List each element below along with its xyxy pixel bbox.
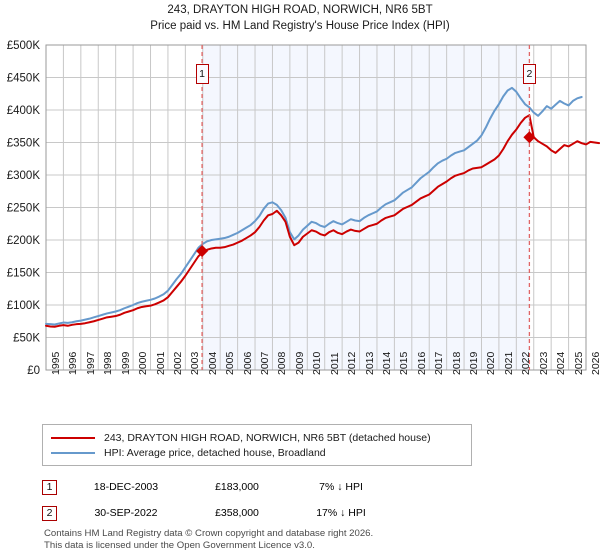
x-axis-tick-label: 2003 (189, 351, 202, 375)
legend-item: HPI: Average price, detached house, Broa… (51, 445, 463, 460)
y-axis-tick-label: £0 (27, 365, 40, 375)
chart-title-secondary: Price paid vs. HM Land Registry's House … (150, 20, 450, 32)
x-axis-tick-label: 2001 (154, 351, 167, 375)
x-axis-tick-label: 2019 (468, 351, 481, 375)
y-axis-tick-label: £450K (7, 73, 41, 85)
x-axis-tick-label: 2012 (346, 351, 359, 375)
legend-color-swatch (51, 451, 95, 454)
footer-line-1: Contains HM Land Registry data © Crown c… (44, 528, 374, 539)
legend-label: 243, DRAYTON HIGH ROAD, NORWICH, NR6 5BT… (104, 431, 431, 444)
page-title: 243, DRAYTON HIGH ROAD, NORWICH, NR6 5BT… (0, 2, 600, 34)
chart-marker-badge-1[interactable]: 1 (195, 64, 209, 84)
x-axis-tick-label: 2022 (520, 351, 533, 375)
y-axis-tick-label: £300K (7, 170, 41, 182)
legend-item: 243, DRAYTON HIGH ROAD, NORWICH, NR6 5BT… (51, 430, 463, 445)
copyright-footer: Contains HM Land Registry data © Crown c… (44, 528, 584, 551)
x-axis-tick-label: 2025 (572, 351, 585, 375)
x-axis-tick-label: 2004 (206, 351, 219, 375)
transaction-row[interactable]: 1 18-DEC-2003 £183,000 7% ↓ HPI (42, 474, 472, 500)
x-axis-tick-label: 2026 (590, 351, 600, 375)
y-axis-tick-label: £250K (7, 203, 41, 215)
plot-frame (45, 44, 587, 371)
x-axis-tick-label: 2002 (171, 351, 184, 375)
transaction-date: 30-SEP-2022 (94, 507, 158, 519)
x-axis-tick-label: 2009 (293, 351, 306, 375)
x-axis-tick-label: 1999 (119, 351, 132, 375)
series-line (45, 114, 600, 328)
chart-title-primary: 243, DRAYTON HIGH ROAD, NORWICH, NR6 5BT (167, 4, 433, 16)
x-axis-tick-label: 2021 (502, 351, 515, 375)
chart-plot-area: £0 £50K £100K £150K £200K £250K £300K £350K £400… (0, 40, 600, 375)
y-axis-tick-label: £50K (13, 333, 40, 345)
x-axis-tick-label: 2007 (259, 351, 272, 375)
transaction-price: £183,000 (215, 481, 259, 493)
transaction-index-badge: 2 (42, 505, 57, 521)
y-axis-tick-label: £150K (7, 268, 41, 280)
transaction-point-marker[interactable] (196, 245, 209, 258)
footer-line-2: This data is licensed under the Open Gov… (44, 539, 315, 551)
transactions-table: 1 18-DEC-2003 £183,000 7% ↓ HPI 2 30-SEP-2022… (42, 474, 472, 526)
x-axis-tick-label: 2020 (485, 351, 498, 375)
x-axis-tick-label: 1998 (102, 351, 115, 375)
x-axis-tick-label: 2016 (415, 351, 428, 375)
legend-label: HPI: Average price, detached house, Broa… (104, 446, 326, 459)
x-axis-tick-label: 2015 (398, 351, 411, 375)
y-axis-tick-label: £500K (7, 40, 41, 52)
x-axis-tick-label: 2017 (433, 351, 446, 375)
y-axis-tick-label: £100K (7, 300, 41, 312)
x-axis-tick-label: 2023 (537, 351, 550, 375)
x-axis-tick-label: 2011 (328, 352, 341, 375)
transaction-point-marker[interactable] (523, 131, 536, 144)
chart-marker-badge-2[interactable]: 2 (522, 64, 536, 84)
y-axis-tick-label: £200K (7, 235, 41, 247)
transaction-index-badge: 1 (42, 479, 57, 495)
chart-legend: 243, DRAYTON HIGH ROAD, NORWICH, NR6 5BT… (42, 424, 472, 466)
transaction-hpi-delta: 7% ↓ HPI (319, 481, 363, 493)
x-axis-tick-label: 2010 (311, 351, 324, 375)
x-axis-tick-label: 1996 (67, 351, 80, 375)
transaction-hpi-delta: 17% ↓ HPI (316, 507, 366, 519)
x-axis-tick-label: 2024 (555, 351, 568, 375)
transaction-row[interactable]: 2 30-SEP-2022 £358,000 17% ↓ HPI (42, 500, 472, 526)
y-axis-tick-label: £400K (7, 105, 41, 117)
x-axis-tick-label: 2008 (276, 351, 289, 375)
series-line (45, 86, 583, 326)
x-axis-tick-label: 2013 (363, 351, 376, 375)
legend-color-swatch (51, 436, 95, 439)
transaction-date: 18-DEC-2003 (93, 481, 159, 493)
y-axis-tick-label: £350K (7, 138, 41, 150)
x-axis-tick-label: 2018 (450, 351, 463, 375)
x-axis-tick-label: 2006 (241, 351, 254, 375)
transaction-price: £358,000 (215, 507, 259, 519)
x-axis-tick-label: 2005 (224, 351, 237, 375)
x-axis-tick-label: 1995 (50, 351, 62, 375)
x-axis-tick-label: 2000 (137, 351, 150, 375)
x-axis-labels: 1995 1996 1997 1998 1999 2000 2001 2002 2003 2004… (0, 352, 600, 422)
x-axis-tick-label: 1997 (84, 351, 97, 375)
x-axis-tick-label: 2014 (380, 351, 393, 375)
price-history-chart: £0 £50K £100K £150K £200K £250K £300K £350K £400… (7, 40, 600, 375)
